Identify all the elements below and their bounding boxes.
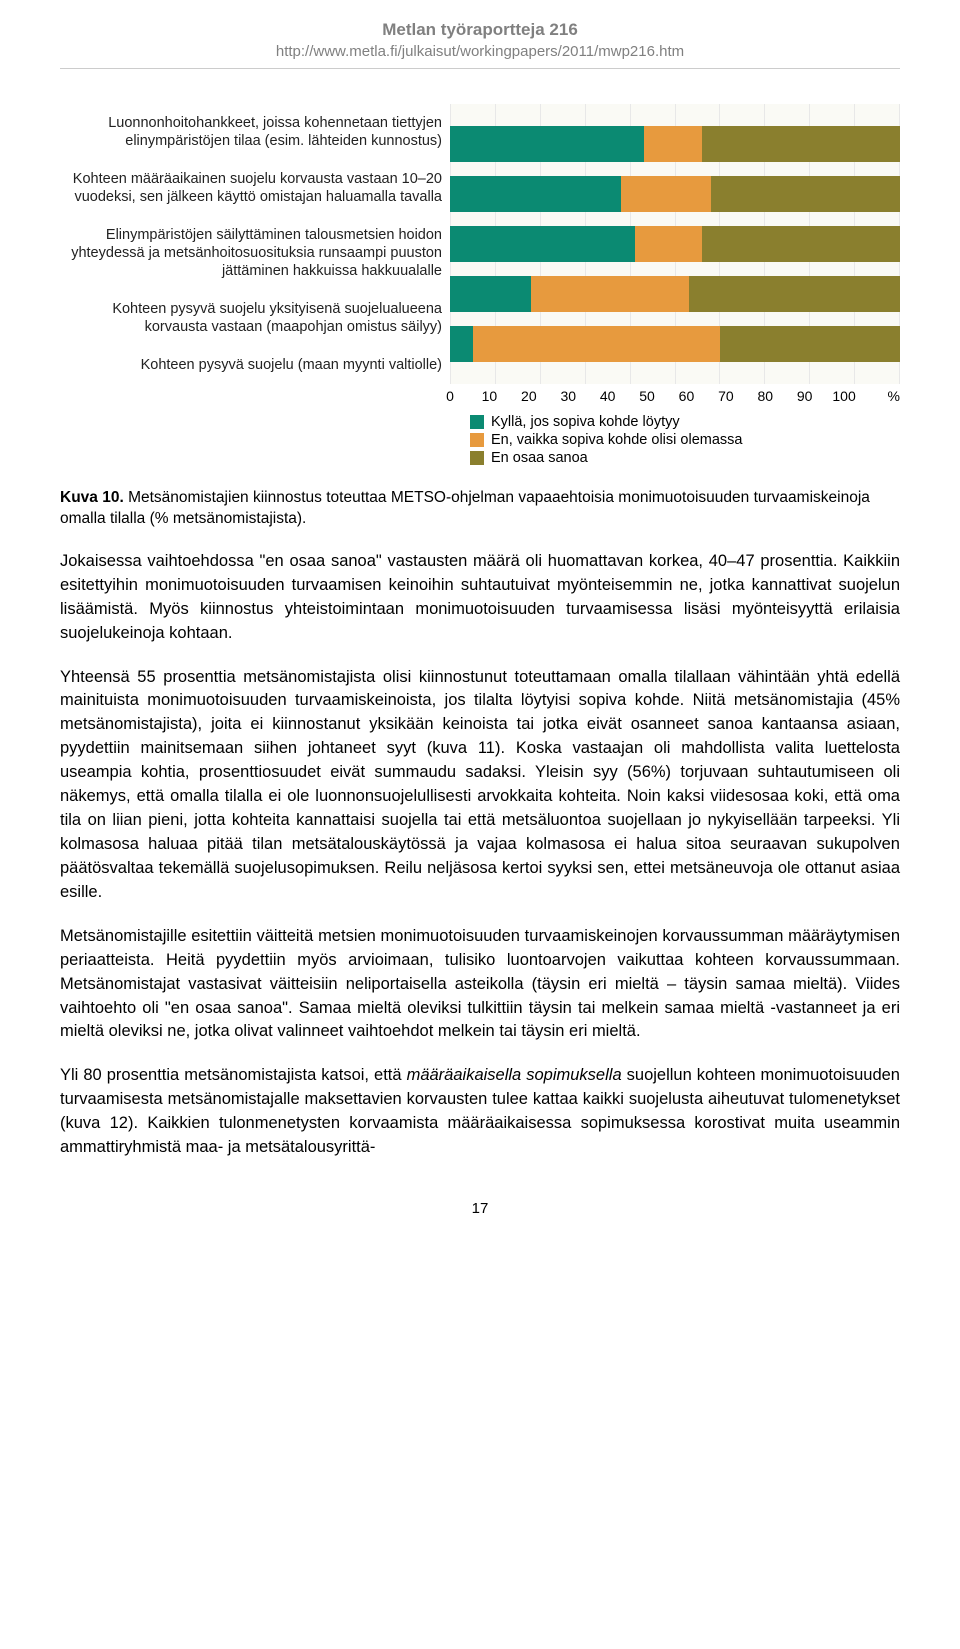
chart-bar-segment-yes (450, 126, 644, 162)
body-paragraph-2: Yhteensä 55 prosenttia metsänomistajista… (60, 666, 900, 905)
chart-bar-row (450, 226, 900, 262)
page-number: 17 (60, 1200, 900, 1217)
chart-stacked-bar (450, 126, 900, 162)
chart-figure: Luonnonhoitohankkeet, joissa kohennetaan… (60, 104, 900, 384)
chart-bar-segment-yes (450, 326, 473, 362)
body-paragraph-1: Jokaisessa vaihtoehdossa "en osaa sanoa"… (60, 550, 900, 646)
chart-plot-area (450, 104, 900, 384)
chart-legend-item: Kyllä, jos sopiva kohde löytyy (470, 414, 900, 430)
chart-category-labels: Luonnonhoitohankkeet, joissa kohennetaan… (60, 104, 450, 384)
chart-bar-segment-yes (450, 226, 635, 262)
page-content: Luonnonhoitohankkeet, joissa kohennetaan… (0, 104, 960, 1257)
figure-caption: Kuva 10. Metsänomistajien kiinnostus tot… (60, 488, 900, 530)
chart-legend-label: En, vaikka sopiva kohde olisi olemassa (491, 432, 742, 448)
page-header: Metlan työraportteja 216 http://www.metl… (60, 0, 900, 69)
chart-legend-swatch (470, 451, 484, 465)
chart-bar-segment-no (531, 276, 689, 312)
chart-stacked-bar (450, 176, 900, 212)
chart-bar-segment-dunno (702, 126, 900, 162)
chart-stacked-bar (450, 326, 900, 362)
chart-bar-segment-dunno (720, 326, 900, 362)
body-paragraph-3: Metsänomistajille esitettiin väitteitä m… (60, 925, 900, 1045)
chart-axis-unit: % (887, 388, 899, 404)
chart-bar-segment-no (644, 126, 703, 162)
chart-bar-row (450, 326, 900, 362)
chart-legend-item: En osaa sanoa (470, 450, 900, 466)
chart-legend-label: En osaa sanoa (491, 450, 588, 466)
chart-bar-segment-dunno (711, 176, 900, 212)
chart-bar-row (450, 276, 900, 312)
chart-bar-row (450, 126, 900, 162)
chart-legend-item: En, vaikka sopiva kohde olisi olemassa (470, 432, 900, 448)
chart-bar-segment-yes (450, 176, 621, 212)
chart-legend-label: Kyllä, jos sopiva kohde löytyy (491, 414, 680, 430)
chart-bar-row (450, 176, 900, 212)
chart-bar-segment-no (473, 326, 721, 362)
chart-category-label: Kohteen pysyvä suojelu (maan myynti valt… (60, 356, 450, 374)
chart-bar-segment-dunno (702, 226, 900, 262)
chart-bar-segment-yes (450, 276, 531, 312)
chart-category-label: Kohteen pysyvä suojelu yksityisenä suoje… (60, 300, 450, 336)
chart-legend: Kyllä, jos sopiva kohde löytyy En, vaikka… (470, 414, 900, 466)
chart-stacked-bar (450, 276, 900, 312)
chart-x-axis: 0102030405060708090100% (450, 388, 900, 410)
chart-bar-segment-no (621, 176, 711, 212)
chart-legend-swatch (470, 433, 484, 447)
body-p4-emphasis: määräaikaisella sopimuksella (407, 1066, 622, 1084)
chart-category-label: Elinympäristöjen säilyttäminen talousmet… (60, 226, 450, 280)
body-paragraph-4: Yli 80 prosenttia metsänomistajista kats… (60, 1064, 900, 1160)
chart-category-label: Kohteen määräaikainen suojelu korvausta … (60, 170, 450, 206)
chart-category-label: Luonnonhoitohankkeet, joissa kohennetaan… (60, 114, 450, 150)
body-p4-pre: Yli 80 prosenttia metsänomistajista kats… (60, 1066, 407, 1084)
figure-caption-text: Metsänomistajien kiinnostus toteuttaa ME… (60, 489, 870, 527)
figure-caption-lead: Kuva 10. (60, 489, 124, 506)
chart-bar-segment-no (635, 226, 703, 262)
chart-bar-segment-dunno (689, 276, 901, 312)
header-url: http://www.metla.fi/julkaisut/workingpap… (60, 43, 900, 60)
chart-legend-swatch (470, 415, 484, 429)
header-series-title: Metlan työraportteja 216 (60, 20, 900, 40)
chart-stacked-bar (450, 226, 900, 262)
